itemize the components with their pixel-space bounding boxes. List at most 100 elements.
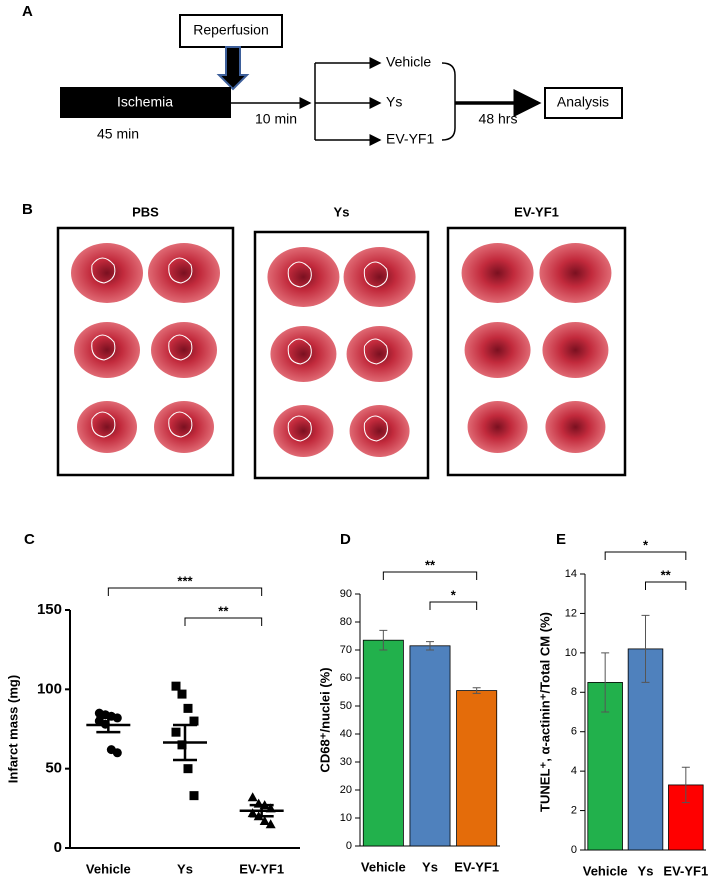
y-tick-label: 50 — [340, 700, 352, 712]
heart-slice — [71, 243, 143, 303]
heart-slice — [74, 322, 140, 378]
panel-label: E — [556, 531, 566, 548]
y-tick-label: 60 — [340, 672, 352, 684]
data-point — [247, 792, 258, 802]
data-point — [177, 740, 187, 750]
y-tick-label: 150 — [37, 601, 62, 618]
heart-slice — [148, 243, 220, 303]
data-point — [171, 727, 181, 737]
error-bar — [641, 614, 650, 683]
infarct-outline — [168, 257, 193, 284]
node-label: 48 hrs — [479, 111, 518, 127]
y-tick-label: 30 — [340, 756, 352, 768]
significance-bracket — [645, 581, 687, 590]
y-tick-label: 70 — [340, 644, 352, 656]
panel-label: B — [22, 201, 33, 218]
x-tick-label: Ys — [422, 859, 438, 874]
significance-label: * — [451, 587, 457, 602]
infarct-outline — [363, 415, 388, 442]
heart-slice — [464, 322, 531, 378]
significance-label: ** — [218, 603, 229, 618]
error-bar — [96, 716, 121, 734]
heart-slice — [539, 243, 612, 303]
y-tick-label: 20 — [340, 784, 352, 796]
significance-bracket — [429, 601, 478, 610]
reperfusion-arrow — [216, 46, 250, 91]
infarct-outline — [91, 334, 116, 361]
infarct-outline — [168, 334, 193, 361]
analysis-box — [544, 87, 623, 119]
data-point — [177, 689, 187, 699]
y-axis-label: TUNEL⁺, α-actinin⁺/Total CM (%) — [537, 612, 552, 812]
node-label: Vehicle — [386, 54, 431, 70]
heart-slice — [346, 326, 413, 382]
node-label: Ischemia — [117, 94, 173, 110]
image-title: EV-YF1 — [514, 204, 559, 219]
y-tick-label: 0 — [346, 840, 352, 852]
data-point — [265, 819, 276, 829]
y-tick-label: 10 — [340, 812, 352, 824]
error-bar — [249, 803, 274, 818]
y-tick-label: 4 — [571, 765, 577, 777]
y-tick-label: 12 — [565, 607, 577, 619]
error-bar — [472, 687, 481, 694]
panel-label: C — [24, 531, 35, 548]
heart-slice — [461, 243, 534, 303]
x-tick-label: Ys — [638, 863, 654, 878]
node-label: 45 min — [97, 126, 139, 142]
significance-bracket — [382, 571, 478, 580]
significance-bracket — [604, 551, 687, 560]
infarct-outline — [287, 338, 312, 365]
infarct-outline — [91, 411, 116, 438]
x-tick-label: EV-YF1 — [239, 861, 284, 876]
heart-slice — [467, 401, 528, 453]
error-bar — [173, 723, 197, 762]
infarct-outline — [287, 415, 312, 442]
significance-label: * — [643, 537, 649, 552]
heart-slice — [154, 401, 214, 453]
heart-slice — [349, 405, 410, 457]
infarct-outline — [287, 261, 312, 288]
y-tick-label: 6 — [571, 726, 577, 738]
y-axis-label: CD68⁺/nuclei (%) — [317, 667, 332, 772]
y-tick-label: 14 — [565, 568, 577, 580]
ischemia-bar — [60, 87, 231, 118]
image-panels: PBS Ys EV-YF1 — [56, 204, 627, 480]
node-label: Ys — [386, 94, 402, 110]
significance-label: *** — [177, 573, 193, 588]
x-tick-label: Vehicle — [583, 863, 628, 878]
data-point — [183, 703, 193, 713]
data-point — [259, 816, 270, 826]
bar — [409, 645, 451, 847]
y-tick-label: 2 — [571, 804, 577, 816]
heart-slice — [151, 322, 217, 378]
merge — [441, 62, 456, 141]
x-tick-label: EV-YF1 — [454, 859, 499, 874]
infarct-outline — [168, 411, 193, 438]
x-tick-label: Vehicle — [86, 861, 131, 876]
heart-slice — [542, 322, 609, 378]
infarct-outline — [91, 257, 116, 284]
y-axis-label: Infarct mass (mg) — [5, 675, 20, 783]
heart-slice — [267, 247, 340, 307]
y-tick-label: 10 — [565, 647, 577, 659]
image-title: Ys — [334, 204, 350, 219]
heart-slice — [273, 405, 334, 457]
y-tick-label: 8 — [571, 686, 577, 698]
error-bar — [426, 641, 434, 651]
y-tick-label: 100 — [37, 680, 62, 697]
panel-label: A — [22, 3, 33, 20]
significance-label: ** — [425, 557, 436, 572]
data-point — [247, 808, 258, 818]
node-label: EV-YF1 — [386, 131, 434, 147]
node-label: Reperfusion — [193, 22, 269, 38]
heart-slice — [77, 401, 137, 453]
data-point — [189, 791, 199, 801]
y-tick-label: 0 — [571, 844, 577, 856]
error-bar — [601, 652, 610, 713]
bar — [362, 639, 404, 847]
significance-label: ** — [661, 567, 672, 582]
significance-bracket — [184, 617, 263, 626]
infarct-outline — [363, 338, 388, 365]
